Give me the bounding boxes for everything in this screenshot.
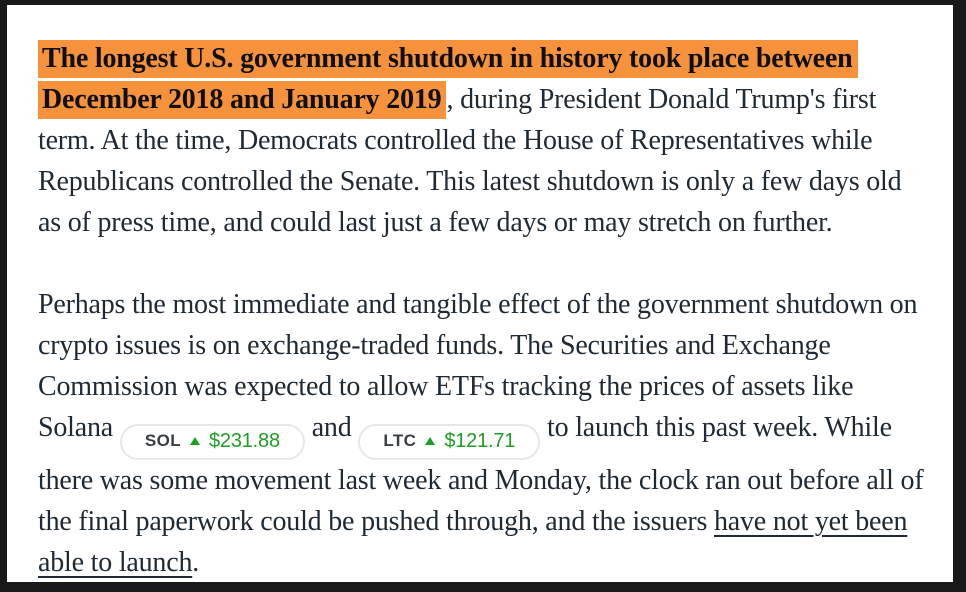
paragraph-2-conjunction: and	[311, 412, 352, 443]
ticker-price-sol: $231.88	[208, 429, 280, 452]
not-yet-launched-link[interactable]: have not yet been able to launch	[38, 505, 908, 578]
ticker-symbol-sol: SOL	[144, 431, 181, 450]
ticker-pill-ltc[interactable]: LTC $121.71	[358, 423, 541, 460]
up-triangle-icon	[425, 436, 436, 445]
sentence-period: .	[192, 546, 200, 578]
ticker-price-ltc: $121.71	[444, 429, 516, 452]
paragraph-1: The longest U.S. government shutdown in …	[38, 38, 925, 243]
article-page: The longest U.S. government shutdown in …	[7, 5, 953, 582]
up-triangle-icon	[189, 436, 200, 445]
ticker-pill-sol[interactable]: SOL $231.88	[119, 423, 305, 460]
paragraph-2: Perhaps the most immediate and tangible …	[38, 284, 925, 582]
ticker-symbol-ltc: LTC	[383, 431, 417, 450]
paragraph-2-text-tail: to launch this past week. While there wa…	[38, 412, 924, 537]
paragraph-2-text-lead: Perhaps the most immediate and tangible …	[38, 289, 918, 443]
paragraph-1-text: , during President Donald Trump's first …	[38, 84, 902, 238]
